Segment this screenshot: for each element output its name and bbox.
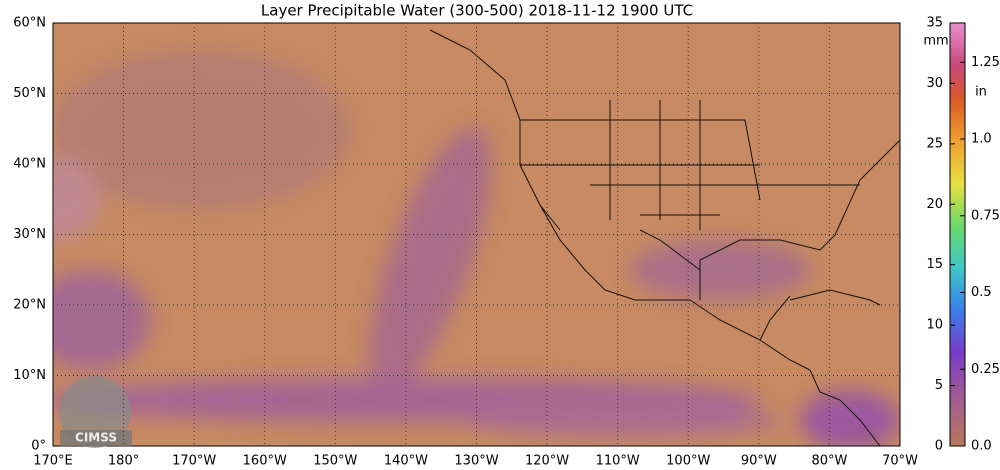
borders <box>520 100 860 230</box>
lon-label: 170°E <box>33 454 73 469</box>
in-tick-label: 1.25 <box>971 55 1000 70</box>
lat-label: 20°N <box>13 298 46 313</box>
mm-tick-label: 5 <box>935 378 943 393</box>
lon-label: 100°W <box>666 454 710 469</box>
lat-label: 60°N <box>13 16 46 31</box>
lat-label: 40°N <box>13 157 46 172</box>
in-tick-label: 0.25 <box>971 362 1000 377</box>
coastline <box>429 29 900 446</box>
mm-tick-label: 30 <box>926 76 943 91</box>
lon-label: 140°W <box>384 454 428 469</box>
mm-tick-label: 35 <box>926 16 943 31</box>
logo-text: CIMSS <box>75 431 117 445</box>
mm-tick-label: 10 <box>926 318 943 333</box>
lon-label: 170°W <box>172 454 216 469</box>
lon-label: 150°W <box>313 454 357 469</box>
lat-label: 0° <box>31 439 46 454</box>
lon-label: 180° <box>108 454 139 469</box>
lat-label: 30°N <box>13 227 46 242</box>
in-tick-label: 0.0 <box>971 439 992 454</box>
lat-label: 10°N <box>13 368 46 383</box>
lon-label: 80°W <box>811 454 847 469</box>
colorbar <box>949 22 966 447</box>
colorbar-unit-in: in <box>975 85 987 100</box>
mm-tick-label: 20 <box>926 197 943 212</box>
title: Layer Precipitable Water (300-500) 2018-… <box>261 2 693 20</box>
lon-label: 90°W <box>741 454 777 469</box>
mm-tick-label: 25 <box>926 136 943 151</box>
islands <box>789 289 881 306</box>
lon-label: 120°W <box>525 454 569 469</box>
lat-label: 50°N <box>13 86 46 101</box>
mm-tick-label: 0 <box>935 439 943 454</box>
logo: CIMSS <box>59 376 132 448</box>
lon-label: 70°W <box>882 454 918 469</box>
mm-tick-label: 15 <box>926 257 943 272</box>
in-tick-label: 0.75 <box>971 208 1000 223</box>
in-tick-label: 1.0 <box>971 132 992 147</box>
colorbar-unit-mm: mm <box>923 34 948 49</box>
map-field <box>53 23 900 446</box>
in-tick-label: 0.5 <box>971 285 992 300</box>
lon-label: 110°W <box>596 454 640 469</box>
lon-label: 130°W <box>454 454 498 469</box>
lon-label: 160°W <box>243 454 287 469</box>
